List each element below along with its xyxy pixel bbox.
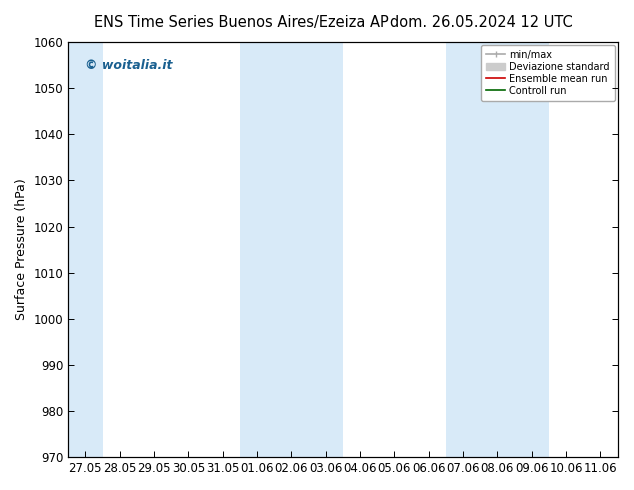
Y-axis label: Surface Pressure (hPa): Surface Pressure (hPa)	[15, 179, 28, 320]
Text: dom. 26.05.2024 12 UTC: dom. 26.05.2024 12 UTC	[391, 15, 573, 30]
Bar	[68, 42, 103, 457]
Legend: min/max, Deviazione standard, Ensemble mean run, Controll run: min/max, Deviazione standard, Ensemble m…	[481, 45, 614, 100]
Text: ENS Time Series Buenos Aires/Ezeiza AP: ENS Time Series Buenos Aires/Ezeiza AP	[94, 15, 388, 30]
Bar	[240, 42, 343, 457]
Bar	[446, 42, 549, 457]
Text: © woitalia.it: © woitalia.it	[85, 59, 172, 72]
